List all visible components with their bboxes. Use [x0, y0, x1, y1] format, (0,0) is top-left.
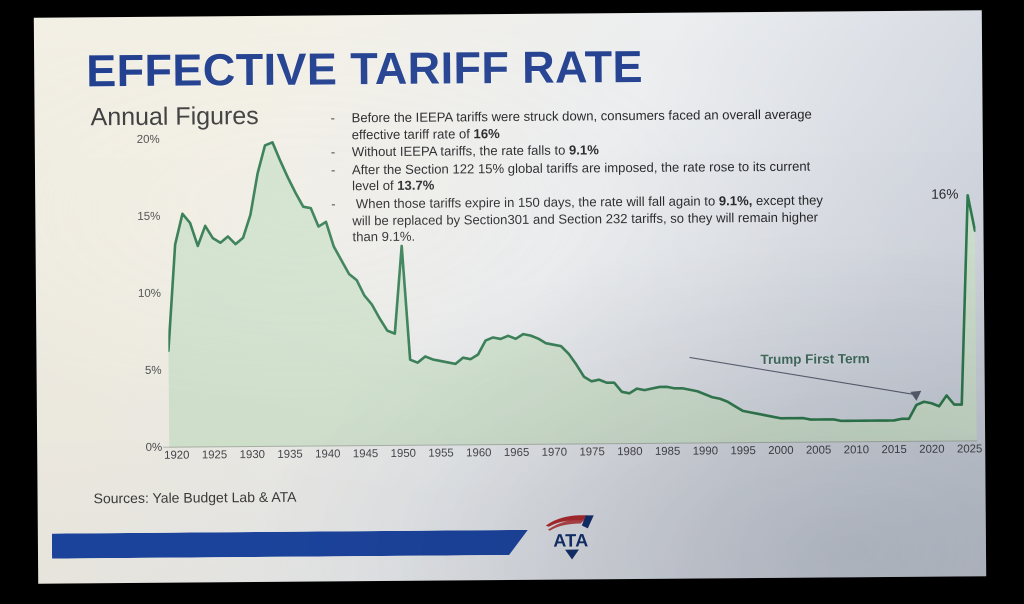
chart-svg [167, 141, 977, 448]
chart-area-fill [168, 142, 977, 448]
x-axis-tick-label: 1955 [428, 447, 454, 460]
x-axis-tick-label: 2020 [919, 443, 945, 456]
x-axis-tick-label: 1920 [164, 449, 190, 462]
x-axis-tick-label: 2005 [805, 444, 832, 457]
x-axis-tick-label: 1925 [201, 449, 228, 462]
x-axis-tick-label: 2015 [881, 443, 907, 457]
x-axis-tick-label: 1945 [352, 448, 379, 461]
ata-logo-chevron-icon [564, 549, 579, 560]
ata-logo: ATA [536, 513, 606, 560]
ata-swoosh-icon [545, 515, 594, 531]
x-axis-tick-label: 1985 [654, 445, 681, 458]
y-axis-tick-label: 20% [136, 134, 160, 147]
chart-line [167, 141, 977, 423]
x-axis-tick-label: 1950 [390, 447, 417, 460]
annotation-leader-line [689, 356, 917, 396]
x-axis-tick-label: 1935 [277, 448, 303, 461]
y-axis-tick-label: 5% [144, 364, 162, 377]
x-axis-tick-label: 1970 [541, 446, 568, 459]
y-axis-tick-label: 10% [137, 287, 162, 301]
x-axis-tick-label: 2000 [768, 444, 794, 457]
footer-blue-bar [52, 530, 528, 559]
presentation-slide: EFFECTIVE TARIFF RATE Annual Figures - Be… [33, 10, 987, 584]
source-note: Sources: Yale Budget Lab & ATA [93, 488, 297, 507]
tariff-rate-chart: 0% 5% 10% 15% 20% 1920 1925 1930 1935 1940 1945 19… [95, 118, 983, 470]
x-axis-tick-label: 1965 [503, 446, 530, 460]
x-axis-tick-label: 1960 [466, 447, 492, 460]
x-axis-tick-label: 1930 [239, 448, 266, 462]
y-axis-tick-label: 15% [137, 211, 161, 224]
x-axis-tick-label: 2025 [956, 443, 983, 456]
x-axis-tick-label: 2010 [843, 444, 870, 457]
page-title: EFFECTIVE TARIFF RATE [86, 40, 644, 97]
y-axis-tick-label: 0% [145, 441, 163, 454]
x-axis-tick-label: 1975 [579, 446, 605, 459]
chart-x-axis: 1920 1925 1930 1935 1940 1945 1950 1955 1960 1965… [164, 443, 982, 469]
x-axis-tick-label: 1940 [315, 448, 341, 461]
annotation-arrow-head [910, 390, 922, 401]
annotation-end-value: 16% [931, 186, 959, 202]
x-axis-tick-label: 1980 [617, 445, 643, 459]
annotation-trump-first-term: Trump First Term [760, 351, 870, 368]
x-axis-tick-label: 1990 [692, 445, 719, 458]
chart-plot-area: 0% 5% 10% 15% 20% [137, 118, 978, 454]
x-axis-tick-label: 1995 [730, 445, 756, 458]
